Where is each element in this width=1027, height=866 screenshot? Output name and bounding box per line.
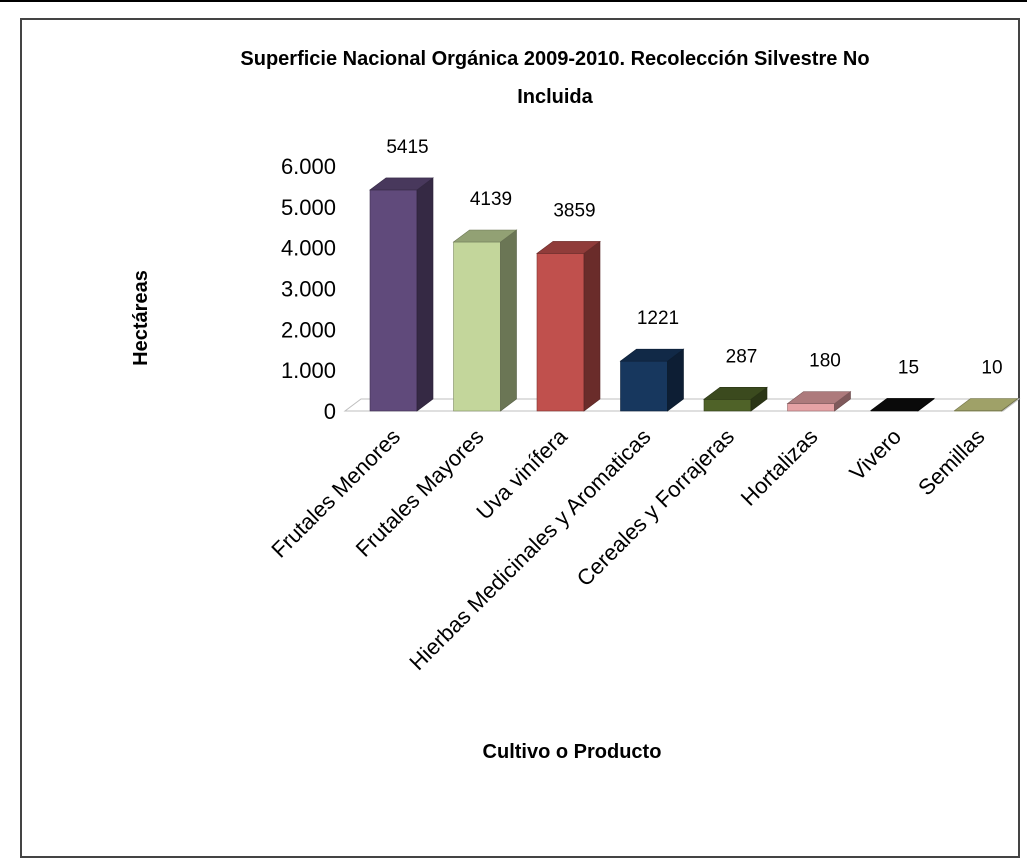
data-label: 180 [809,351,841,372]
y-tick-label: 0 [324,399,336,424]
category-label: Hortalizas [736,424,823,511]
bar-side [583,240,601,412]
chart-title-line-2: Incluida [517,86,593,108]
plot-area: 01.0002.0003.0004.0005.0006.0005415Fruta… [266,137,1021,675]
data-label: 4139 [470,189,512,210]
bar-top [619,348,685,362]
y-tick-label: 6.000 [281,154,336,179]
data-label: 10 [981,358,1002,379]
bar-front [787,403,835,412]
bar-top [452,229,518,243]
category-label: Semillas [913,424,989,500]
y-tick-label: 1.000 [281,358,336,383]
data-label: 15 [898,357,919,378]
bar-front [453,241,501,412]
bar-front [620,360,668,412]
bar-top [786,391,852,404]
data-label: 287 [726,346,758,367]
category-label: Cereales y Forrajeras [572,424,739,591]
bar-top [953,398,1019,411]
chart-frame [20,18,1020,858]
bar-top [536,241,601,254]
bar-front [703,398,752,412]
bar-side [500,229,517,412]
data-label: 3859 [553,200,595,221]
y-tick-label: 3.000 [281,277,336,302]
y-tick-label: 2.000 [281,317,336,342]
data-label: 1221 [637,308,679,329]
data-label: 5415 [386,137,428,158]
x-axis-title: Cultivo o Producto [483,741,662,763]
category-label: Vivero [845,424,906,485]
chart-title-line-1: Superficie Nacional Orgánica 2009-2010. … [240,48,869,70]
bar-front [369,189,418,412]
bar-top [369,177,434,191]
y-tick-label: 5.000 [281,195,336,220]
y-axis-title: Hectáreas [130,270,152,366]
bar-side [416,177,434,412]
bar-front [536,253,585,412]
bar-top [870,398,935,411]
y-tick-label: 4.000 [281,236,336,261]
top-rule [0,0,1027,2]
bar-top [703,386,768,400]
